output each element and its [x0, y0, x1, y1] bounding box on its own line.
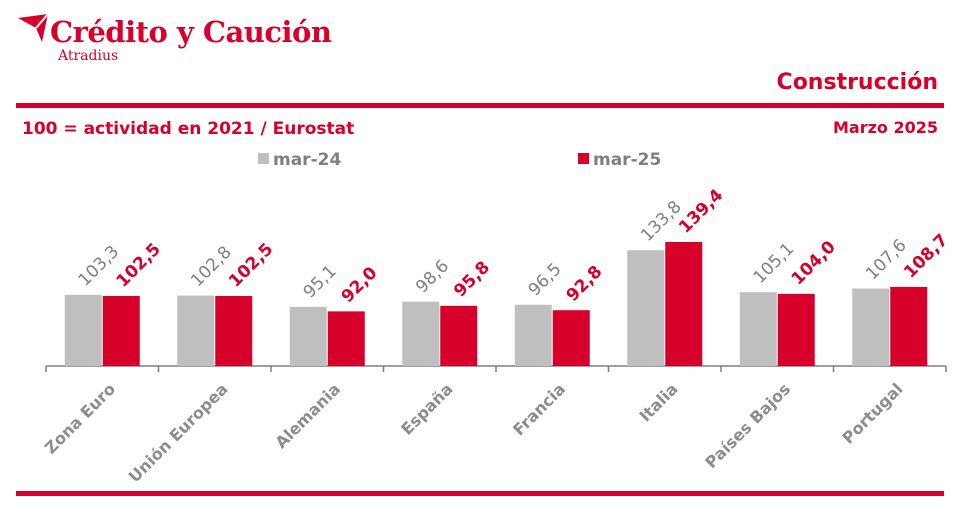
bar-mar-24 [514, 304, 552, 366]
data-label: 102,5 [225, 239, 277, 291]
category-label: España [397, 379, 456, 438]
legend-swatch [258, 153, 269, 164]
bar-mar-25 [327, 311, 365, 366]
report-date: Marzo 2025 [832, 118, 938, 137]
category-label: Zona Euro [41, 379, 119, 457]
bar-mar-25 [440, 305, 478, 366]
legend-label: mar-24 [273, 150, 341, 170]
data-label: 102,5 [113, 239, 165, 291]
bar-mar-25 [890, 286, 928, 366]
bar-mar-24 [64, 294, 102, 366]
data-label: 105,1 [750, 239, 799, 288]
category-label: Italia [635, 379, 681, 425]
bar-mar-24 [852, 288, 890, 366]
brand-logo: Crédito y Caución Atradius [16, 10, 336, 70]
category-label: Francia [509, 379, 569, 439]
data-label: 107,6 [862, 236, 911, 285]
data-label: 98,6 [412, 256, 453, 297]
data-label: 103,3 [75, 242, 124, 291]
legend-label: mar-25 [593, 150, 661, 170]
section-title: Construcción [776, 70, 938, 95]
bar-mar-24 [739, 292, 777, 366]
brand-name: Crédito y Caución [50, 15, 332, 49]
data-label: 96,5 [525, 259, 566, 300]
bottom-divider [16, 491, 944, 496]
bar-mar-24 [289, 306, 327, 366]
data-label: 95,8 [450, 258, 494, 302]
data-label: 108,7 [900, 230, 952, 282]
chart-subtitle: 100 = actividad en 2021 / Eurostat [22, 119, 355, 139]
data-label: 92,8 [563, 262, 607, 306]
brand-arrow-icon [18, 13, 49, 42]
data-label: 102,8 [187, 243, 236, 292]
legend-swatch [578, 153, 589, 164]
category-label: Países Bajos [701, 379, 794, 472]
category-label: Alemania [271, 379, 344, 452]
category-label: Unión Europea [125, 379, 232, 486]
bar-mar-25 [102, 296, 140, 366]
data-label: 92,0 [338, 263, 382, 307]
bar-mar-24 [627, 250, 665, 366]
bar-mar-24 [402, 301, 440, 366]
bar-mar-25 [665, 242, 703, 366]
brand-subtitle: Atradius [58, 48, 119, 64]
top-divider [16, 103, 944, 108]
bar-mar-24 [177, 295, 215, 366]
data-label: 95,1 [300, 261, 341, 302]
data-label: 104,0 [788, 237, 840, 289]
category-label: Portugal [838, 379, 906, 447]
bar-mar-25 [552, 310, 590, 366]
bar-mar-25 [215, 296, 253, 366]
bar-mar-25 [777, 293, 815, 366]
